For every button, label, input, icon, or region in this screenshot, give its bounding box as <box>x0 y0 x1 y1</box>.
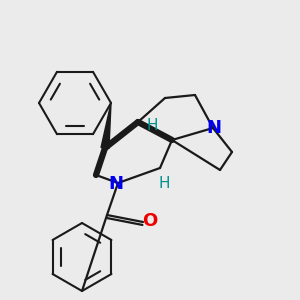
Polygon shape <box>101 103 111 148</box>
Text: H: H <box>158 176 170 191</box>
Text: O: O <box>142 212 158 230</box>
Text: H: H <box>146 118 158 134</box>
Text: N: N <box>206 119 221 137</box>
Text: N: N <box>109 175 124 193</box>
